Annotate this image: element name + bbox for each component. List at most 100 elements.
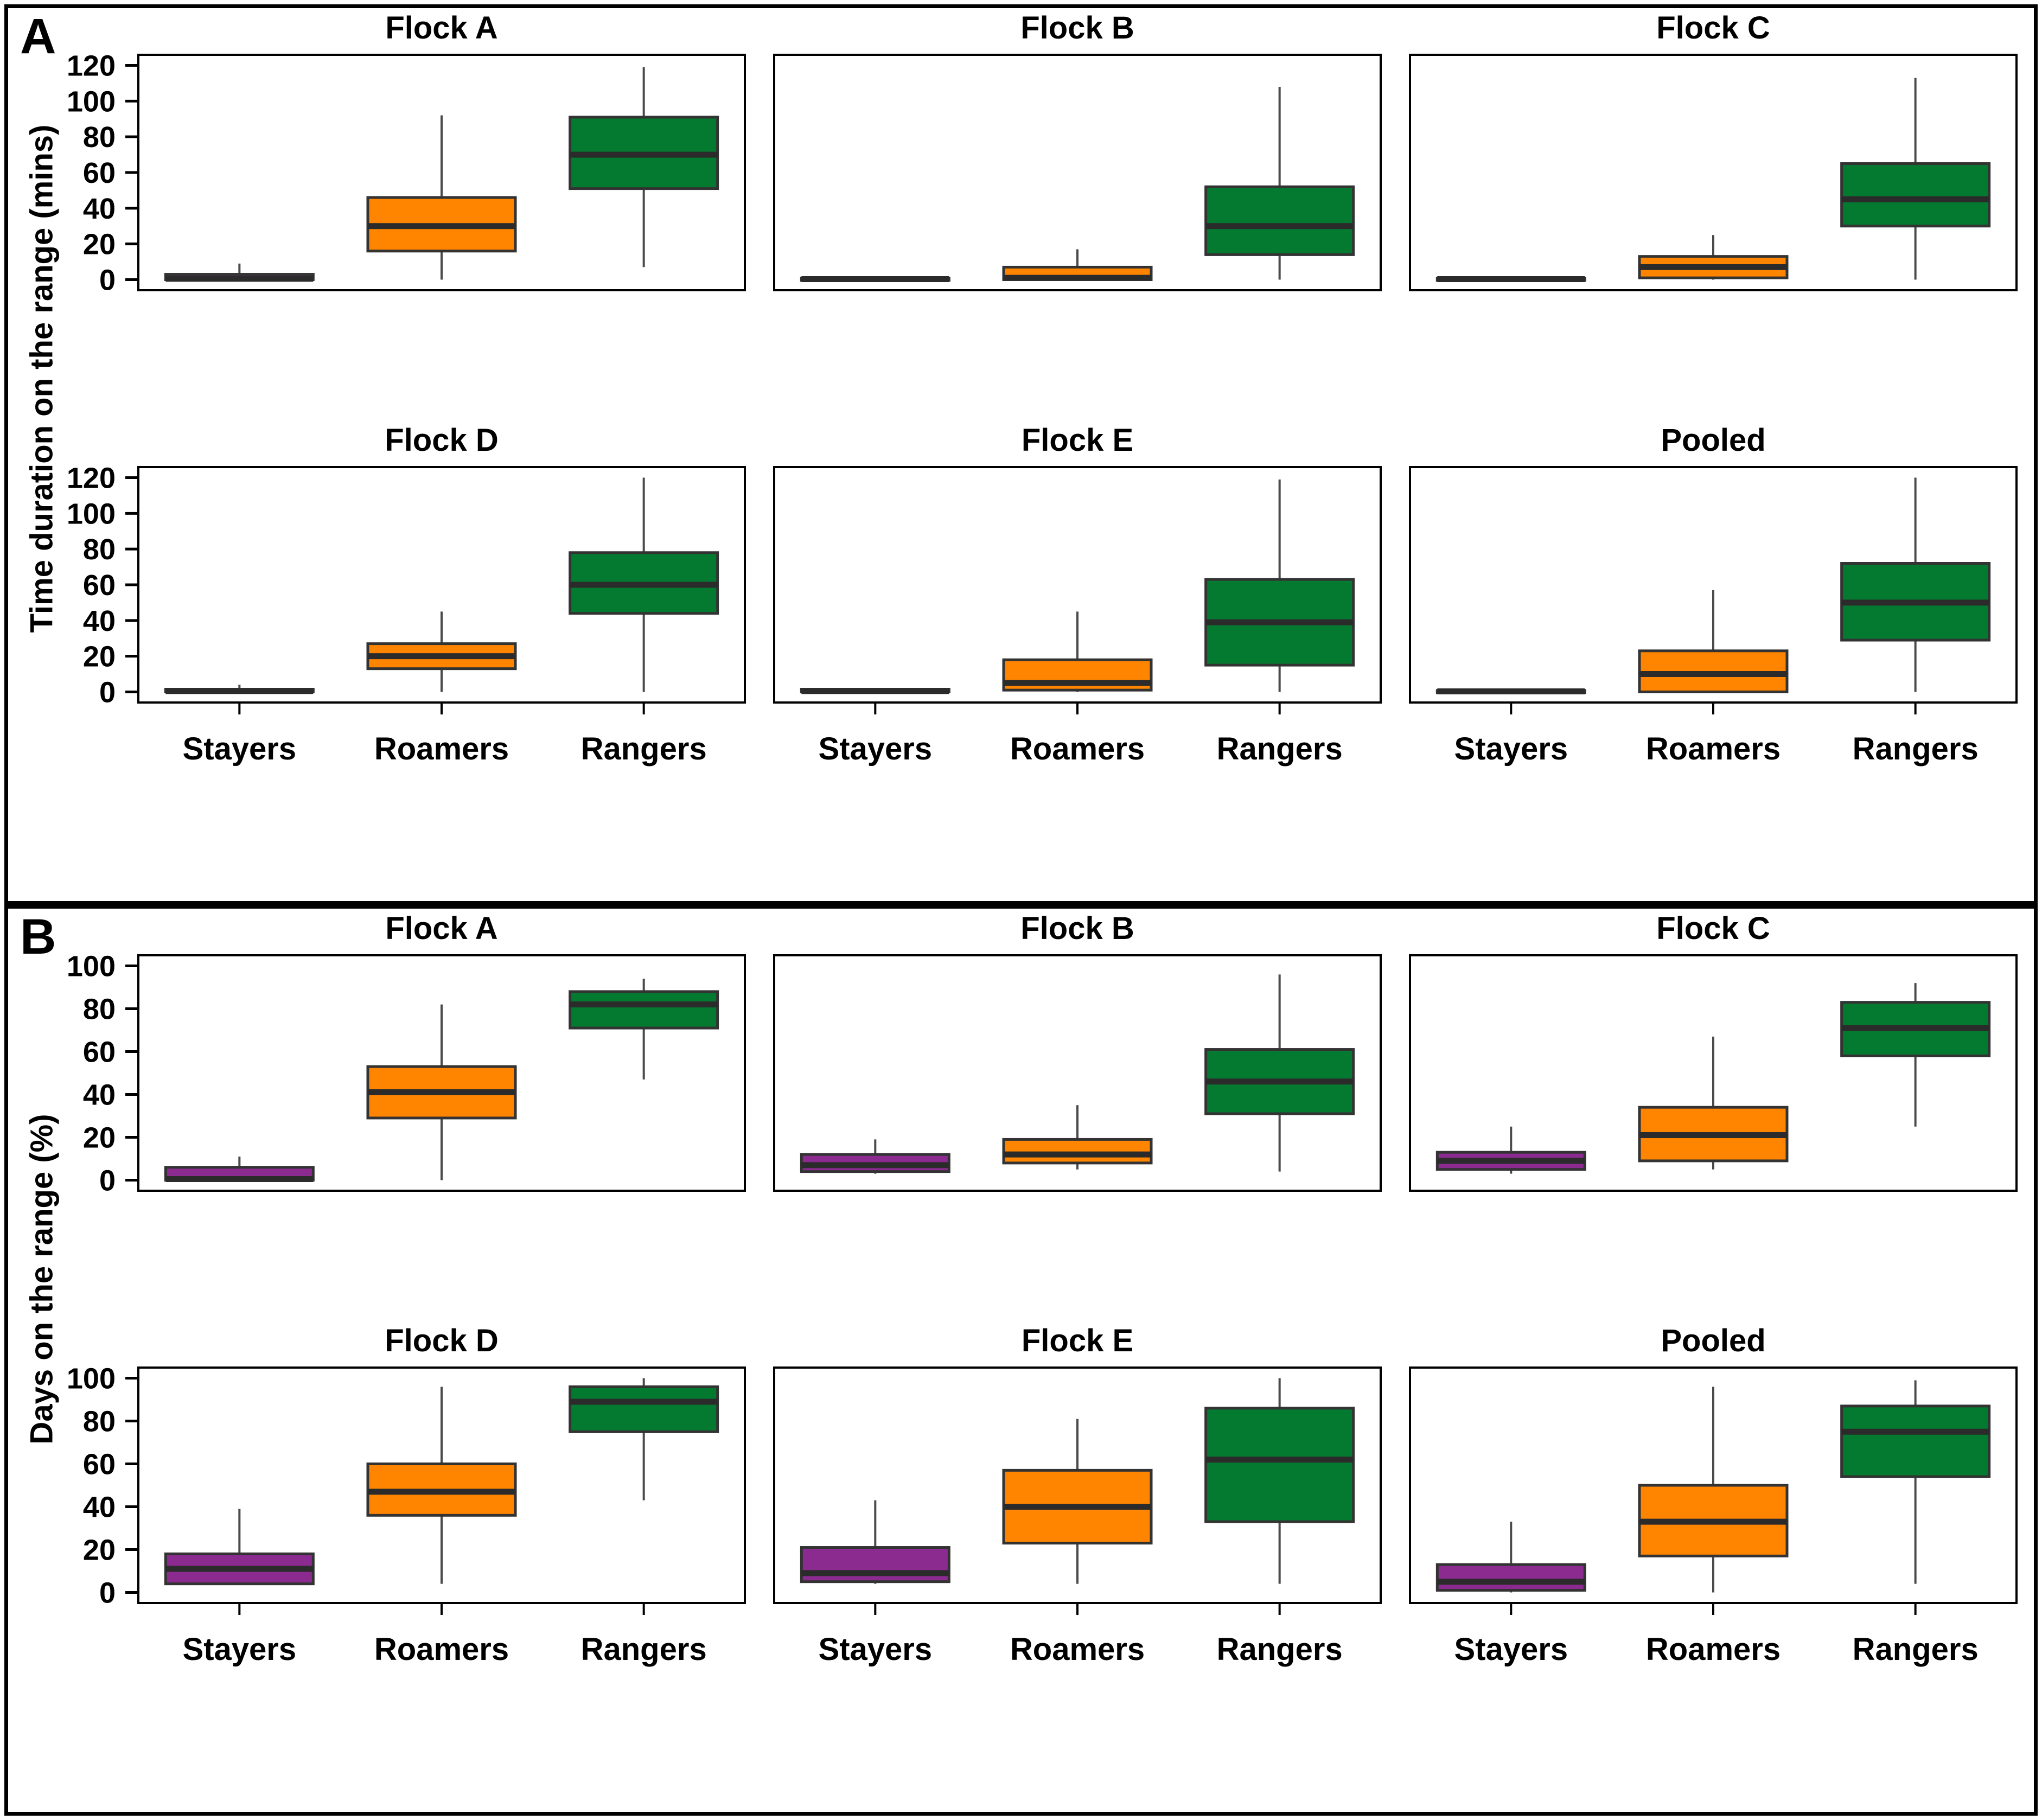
category-label-stayers: Stayers xyxy=(1454,1632,1568,1667)
boxplot-stayers xyxy=(164,263,315,282)
plot-frame xyxy=(773,54,1382,291)
plot-area xyxy=(773,54,1382,291)
plot-area: Stayers Roamers Rangers 0 20 40 60 80 100 xyxy=(67,1363,746,1667)
plot-frame xyxy=(1409,54,2018,291)
category-label-rangers: Rangers xyxy=(581,1632,707,1667)
panel-letter-b: B xyxy=(20,909,56,965)
y-tick-label: 40 xyxy=(83,193,116,225)
plot-frame xyxy=(773,954,1382,1192)
subplot-title: Flock A xyxy=(385,911,498,946)
y-tick-label: 40 xyxy=(83,1078,116,1111)
boxplot-rangers xyxy=(569,477,719,692)
plot-frame xyxy=(137,466,746,704)
plot-frame xyxy=(773,466,1382,704)
subplot-title: Flock D xyxy=(385,423,499,458)
panel-letter-a: A xyxy=(20,9,56,64)
subplot-title: Flock A xyxy=(385,10,498,46)
iqr-box xyxy=(1002,1138,1153,1165)
plot-area xyxy=(773,954,1382,1192)
iqr-box xyxy=(1435,1563,1586,1592)
category-label-roamers: Roamers xyxy=(1010,731,1145,767)
boxplot-roamers xyxy=(366,1004,517,1180)
y-tick-label: 60 xyxy=(83,569,116,602)
boxplot-stayers xyxy=(800,688,950,694)
category-label-roamers: Roamers xyxy=(1646,1632,1781,1667)
panel-a: A Time duration on the range (mins) Flock … xyxy=(4,4,2038,905)
y-tick-label: 20 xyxy=(83,1534,116,1566)
boxplot-roamers xyxy=(1002,1419,1153,1584)
boxplot-stayers xyxy=(164,685,315,694)
category-label-rangers: Rangers xyxy=(1853,731,1979,767)
boxplot-rangers xyxy=(1840,78,1991,280)
boxplot-rangers xyxy=(1840,1380,1991,1584)
boxplot-rangers xyxy=(569,67,719,267)
boxplot-stayers xyxy=(1435,688,1586,694)
y-tick-label: 60 xyxy=(83,1036,116,1069)
y-tick-label: 80 xyxy=(83,993,116,1026)
plot-frame xyxy=(137,954,746,1192)
category-label-rangers: Rangers xyxy=(1217,1632,1343,1667)
boxplot-rangers xyxy=(1204,1378,1355,1584)
panel-b: B Days on the range (%) Flock A 0 20 40 60 80 10… xyxy=(4,905,2038,1816)
boxplot-roamers xyxy=(1002,1105,1153,1170)
category-label-rangers: Rangers xyxy=(581,731,707,767)
plot-frame xyxy=(137,1366,746,1604)
boxplot-roamers xyxy=(366,115,517,280)
y-axis-label: Days on the range (%) xyxy=(24,1114,60,1445)
boxplot-stayers xyxy=(1435,276,1586,282)
subplot-title: Flock C xyxy=(1656,10,1770,46)
boxplot-stayers xyxy=(1435,1126,1586,1174)
iqr-box xyxy=(1840,1404,1991,1478)
iqr-box xyxy=(569,1385,719,1433)
category-label-stayers: Stayers xyxy=(1454,731,1568,767)
y-axis-label: Time duration on the range (mins) xyxy=(24,124,60,633)
y-tick-label: 120 xyxy=(67,462,116,495)
y-tick-label: 120 xyxy=(67,50,116,82)
category-label-stayers: Stayers xyxy=(183,731,297,767)
boxplot-roamers xyxy=(1638,235,1789,280)
y-tick-label: 0 xyxy=(99,1164,116,1197)
plot-area xyxy=(1409,54,2018,291)
category-label-roamers: Roamers xyxy=(374,731,509,767)
y-tick-label: 20 xyxy=(83,641,116,673)
plot-area xyxy=(1409,954,2018,1192)
plot-area: 0 20 40 60 80 100 xyxy=(67,950,746,1197)
y-tick-label: 60 xyxy=(83,1448,116,1481)
iqr-box xyxy=(800,1546,950,1583)
boxplot-roamers xyxy=(1002,249,1153,281)
plot-frame xyxy=(1409,954,2018,1192)
plot-frame xyxy=(137,54,746,291)
y-tick-label: 80 xyxy=(83,533,116,566)
boxplot-roamers xyxy=(1638,1387,1789,1593)
boxplot-rangers xyxy=(1204,479,1355,692)
boxplot-stayers xyxy=(164,1509,315,1586)
subplot-title: Pooled xyxy=(1661,1323,1766,1358)
boxplot-roamers xyxy=(1638,1036,1789,1170)
subplot-title: Flock B xyxy=(1020,10,1134,46)
y-tick-label: 0 xyxy=(99,264,116,296)
iqr-box xyxy=(569,990,719,1030)
boxplot-roamers xyxy=(366,1387,517,1584)
y-tick-label: 80 xyxy=(83,121,116,154)
subplot-title: Flock B xyxy=(1020,911,1134,946)
plot-frame xyxy=(1409,1366,2018,1604)
iqr-box xyxy=(1204,1407,1355,1523)
subplot-title: Flock D xyxy=(385,1323,499,1358)
category-label-roamers: Roamers xyxy=(1646,731,1781,767)
plot-area: Stayers Roamers Rangers xyxy=(1409,466,2018,767)
boxplot-rangers xyxy=(569,1378,719,1500)
iqr-box xyxy=(1840,162,1991,228)
y-tick-label: 40 xyxy=(83,605,116,637)
boxplot-roamers xyxy=(1638,590,1789,693)
subplot-title: Flock C xyxy=(1656,911,1770,946)
y-tick-label: 20 xyxy=(83,1121,116,1154)
plot-frame xyxy=(773,1366,1382,1604)
iqr-box xyxy=(1204,185,1355,256)
y-tick-label: 100 xyxy=(67,497,116,530)
boxplot-rangers xyxy=(1840,983,1991,1127)
category-label-rangers: Rangers xyxy=(1217,731,1343,767)
boxplot-stayers xyxy=(800,276,950,282)
subplot-title: Pooled xyxy=(1661,423,1766,458)
category-label-stayers: Stayers xyxy=(819,731,933,767)
